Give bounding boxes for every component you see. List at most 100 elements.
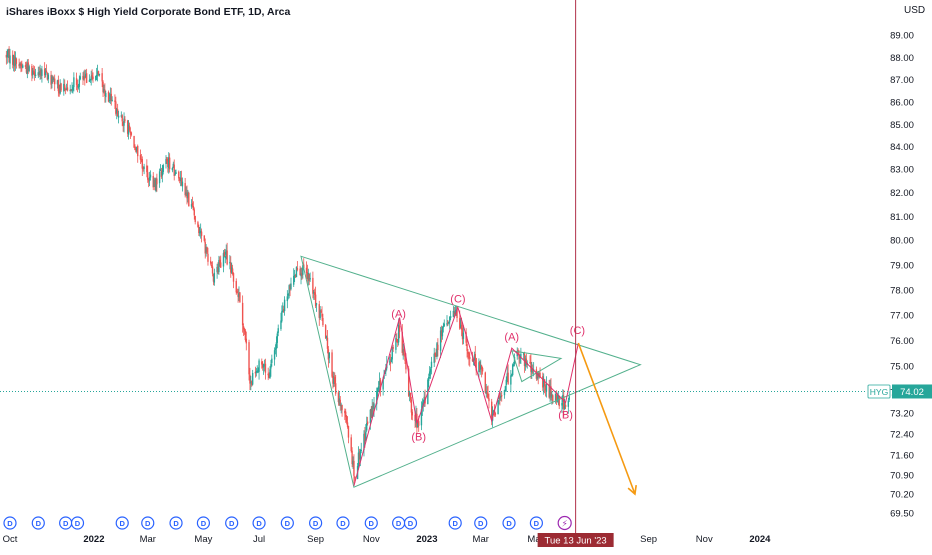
- dividend-marker[interactable]: D: [252, 516, 266, 530]
- candle-body: [345, 416, 348, 423]
- triangle-pattern-small[interactable]: [511, 350, 563, 383]
- time-tick-label: Oct: [3, 534, 18, 545]
- candle-body: [141, 159, 143, 169]
- candle-body: [192, 206, 195, 211]
- wave-zigzag-line[interactable]: [353, 305, 579, 487]
- candle-body: [262, 364, 265, 367]
- candle-body: [26, 63, 29, 74]
- candle: [65, 83, 68, 91]
- candle-body: [460, 325, 463, 330]
- candle-body: [66, 87, 69, 91]
- candle-body: [376, 387, 379, 392]
- candle-body: [510, 375, 512, 385]
- candle: [275, 336, 278, 357]
- candle: [159, 164, 162, 172]
- dividend-marker[interactable]: D: [59, 516, 73, 530]
- candle: [250, 375, 252, 391]
- dividend-marker[interactable]: D: [309, 516, 323, 530]
- candle: [344, 408, 346, 421]
- dividend-marker[interactable]: D: [70, 516, 85, 530]
- candle-body: [262, 363, 264, 368]
- dividend-marker[interactable]: D: [364, 516, 378, 530]
- candle: [334, 372, 336, 387]
- candle: [115, 96, 117, 116]
- dividend-marker[interactable]: D: [448, 516, 462, 530]
- dividend-marker[interactable]: D: [3, 516, 17, 530]
- price-tick-label: 79.00: [890, 261, 914, 272]
- dividend-marker[interactable]: D: [280, 516, 294, 530]
- candle-body: [232, 273, 235, 282]
- candle: [410, 396, 413, 420]
- dividend-marker[interactable]: D: [31, 516, 45, 530]
- candle-body: [220, 262, 222, 268]
- candle: [510, 370, 512, 393]
- candle: [475, 357, 477, 376]
- dividend-marker-circle: [196, 516, 211, 530]
- candle: [501, 391, 503, 402]
- candle-body: [268, 374, 270, 378]
- dividend-marker[interactable]: D: [502, 516, 516, 530]
- candle: [351, 447, 353, 468]
- dividend-marker[interactable]: D: [169, 516, 183, 530]
- event-flash-marker[interactable]: ⚡: [557, 515, 572, 531]
- candle-body: [137, 145, 139, 157]
- candle: [224, 249, 227, 264]
- dividend-marker[interactable]: D: [474, 516, 488, 530]
- candle: [494, 411, 497, 417]
- candle-body: [250, 381, 252, 384]
- candle-body: [504, 386, 507, 391]
- candle-body: [174, 173, 176, 176]
- candle-body: [561, 403, 563, 406]
- candle-body: [64, 88, 67, 90]
- candle: [193, 207, 195, 220]
- dividend-marker[interactable]: D: [225, 516, 239, 530]
- candle: [271, 354, 273, 367]
- dividend-marker[interactable]: D: [336, 516, 350, 530]
- candle: [293, 268, 295, 287]
- candle: [179, 171, 182, 187]
- triangle-pattern-large[interactable]: [300, 255, 642, 488]
- candle: [198, 224, 200, 237]
- candle-body: [257, 370, 259, 372]
- candle-body: [20, 63, 22, 67]
- candle: [389, 354, 392, 372]
- candle: [21, 60, 23, 72]
- candle: [251, 369, 254, 386]
- candle: [117, 110, 120, 124]
- dividend-marker[interactable]: D: [141, 516, 155, 530]
- candle: [500, 392, 502, 401]
- candle: [70, 89, 72, 92]
- dividend-marker[interactable]: D: [115, 516, 129, 530]
- candle: [143, 163, 145, 175]
- candle: [73, 72, 75, 92]
- candle: [520, 347, 522, 364]
- candle-body: [455, 309, 457, 312]
- candle-body: [497, 400, 499, 415]
- dividend-marker[interactable]: D: [392, 516, 406, 530]
- dividend-marker[interactable]: D: [529, 516, 543, 530]
- candle: [295, 266, 298, 278]
- candle: [557, 391, 559, 405]
- candle: [88, 74, 91, 82]
- candle: [126, 119, 129, 137]
- candle-body: [337, 392, 340, 403]
- candle: [180, 170, 183, 187]
- dividend-marker[interactable]: D: [196, 516, 211, 530]
- candle-body: [235, 281, 237, 293]
- candle: [439, 326, 442, 359]
- candle: [523, 351, 526, 373]
- candle-body: [459, 324, 462, 328]
- candle: [306, 264, 309, 285]
- dividend-marker[interactable]: D: [403, 516, 418, 530]
- candle-body: [40, 69, 42, 76]
- dividend-marker-circle: [309, 516, 323, 530]
- candle: [225, 244, 227, 260]
- projection-arrow-line[interactable]: [577, 342, 636, 495]
- candle-body: [243, 328, 246, 332]
- candle: [401, 324, 403, 356]
- candle-body: [379, 379, 382, 391]
- candle: [89, 78, 91, 83]
- candle-body: [542, 378, 545, 387]
